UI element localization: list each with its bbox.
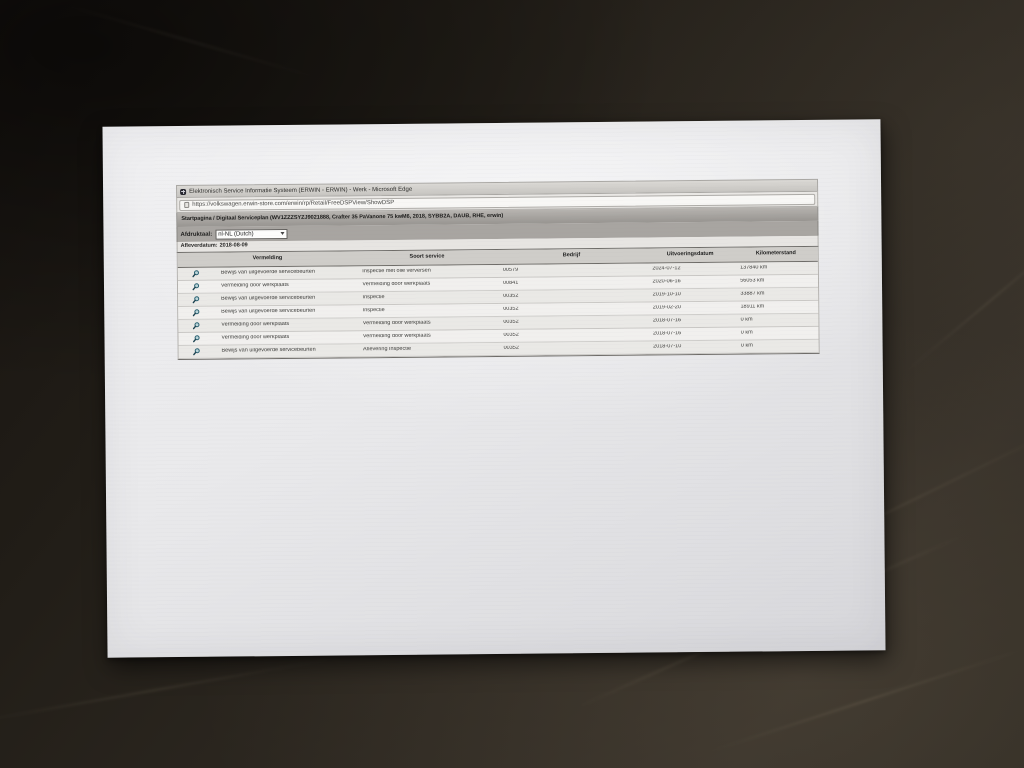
magnifier-icon[interactable] — [192, 296, 200, 304]
print-language-select[interactable]: nl-NL (Dutch) — [215, 228, 288, 240]
breadcrumb: Startpagina / Digitaal Serviceplan (WV1Z… — [176, 206, 819, 228]
cell-km: 0 km — [740, 317, 753, 323]
cell-km: 18911 km — [740, 304, 765, 310]
cell-km: 56053 km — [740, 278, 765, 284]
cell-soort: Inspectie — [362, 307, 385, 314]
cell-datum: 2018-07-16 — [652, 317, 682, 324]
cell-km: 137840 km — [740, 265, 768, 271]
print-language-label: Afdruktaal: — [180, 231, 213, 238]
magnifier-icon[interactable] — [192, 283, 200, 291]
cell-soort: Inspectie — [362, 294, 385, 301]
table-row[interactable]: Vermelding door werkplaats Vermelding do… — [178, 326, 819, 347]
print-language-value: nl-NL (Dutch) — [218, 230, 254, 238]
table-row[interactable]: Vermelding door werkplaats Vermelding do… — [178, 313, 819, 334]
cell-soort: Vermelding door werkplaats — [362, 281, 431, 288]
breadcrumb-text: Startpagina / Digitaal Serviceplan (WV1Z… — [181, 213, 504, 223]
cell-soort: Inspectie met olie verversen — [362, 268, 431, 275]
cell-km: 0 km — [740, 343, 753, 349]
cell-bedrijf: 00352 — [503, 332, 519, 339]
printed-paper-sheet: Elektronisch Service Informatie Systeem … — [102, 119, 886, 658]
magnifier-icon[interactable] — [192, 322, 200, 330]
table-scratch — [707, 649, 1023, 753]
magnifier-icon[interactable] — [193, 348, 201, 356]
cell-bedrijf: 00352 — [503, 306, 519, 313]
cell-vermelding: Vermelding door werkplaats — [221, 334, 290, 341]
print-language-row: Afdruktaal: nl-NL (Dutch) — [176, 220, 819, 243]
cell-datum: 2020-06-16 — [652, 278, 681, 285]
delivery-date-label: Afleverdatum: — [180, 242, 218, 250]
header-kilometerstand: Kilometerstand — [755, 250, 796, 257]
cell-datum: 2018-07-10 — [653, 343, 682, 350]
window-title: Elektronisch Service Informatie Systeem … — [189, 186, 413, 195]
table-header-row: Vermelding Soort service Bedrijf Uitvoer… — [177, 246, 818, 269]
magnifier-icon[interactable] — [192, 335, 200, 343]
cell-soort: Vermelding door werkplaats — [362, 333, 431, 340]
cell-bedrijf: 00352 — [503, 345, 519, 352]
url-text: https://volkswagen.erwin-store.com/erwin… — [192, 199, 395, 208]
cell-datum: 2019-02-20 — [652, 304, 681, 311]
table-row[interactable]: Bewijs van uitgevoerde servicebeurten Af… — [178, 339, 819, 360]
cell-datum: 2024-07-12 — [652, 265, 681, 272]
cell-vermelding: Bewijs van uitgevoerde servicebeurten — [221, 308, 316, 315]
table-row[interactable]: Bewijs van uitgevoerde servicebeurten In… — [177, 261, 818, 282]
delivery-date-row: Afleverdatum: 2018-08-09 — [176, 235, 819, 253]
delivery-date-value: 2018-08-09 — [219, 242, 248, 249]
table-row[interactable]: Bewijs van uitgevoerde servicebeurten In… — [178, 300, 819, 321]
erwin-app-icon — [180, 188, 187, 195]
browser-title-bar: Elektronisch Service Informatie Systeem … — [176, 178, 819, 199]
cell-datum: 2019-10-10 — [652, 291, 681, 298]
cell-vermelding: Bewijs van uitgevoerde servicebeurten — [221, 347, 316, 354]
magnifier-icon[interactable] — [192, 270, 200, 278]
url-input[interactable]: https://volkswagen.erwin-store.com/erwin… — [179, 193, 816, 211]
table-row[interactable]: Vermelding door werkplaats Vermelding do… — [177, 274, 819, 295]
cell-vermelding: Vermelding door werkplaats — [220, 282, 289, 289]
cell-vermelding: Bewijs van uitgevoerde servicebeurten — [220, 295, 316, 302]
cell-bedrijf: 00352 — [503, 319, 519, 326]
header-soort-service: Soort service — [409, 253, 445, 261]
cell-bedrijf: 00841 — [502, 280, 519, 287]
header-uitvoeringsdatum: Uitvoeringsdatum — [666, 251, 714, 258]
cell-datum: 2018-07-16 — [652, 330, 682, 337]
header-bedrijf: Bedrijf — [562, 252, 581, 259]
page-icon — [184, 201, 190, 208]
printed-browser-screenshot: Elektronisch Service Informatie Systeem … — [176, 178, 820, 361]
table-scratch — [64, 4, 316, 78]
table-scratch — [905, 229, 1024, 373]
table-scratch — [0, 657, 338, 725]
cell-soort: Aflevering Inspectie — [363, 346, 412, 353]
cell-vermelding: Bewijs van uitgevoerde servicebeurten — [220, 269, 315, 276]
cell-bedrijf: 00579 — [502, 267, 519, 274]
table-row[interactable]: Bewijs van uitgevoerde servicebeurten In… — [178, 287, 819, 308]
header-vermelding: Vermelding — [252, 255, 283, 262]
cell-km: 33887 km — [740, 291, 765, 297]
cell-soort: Vermelding door werkplaats — [362, 320, 431, 327]
magnifier-icon[interactable] — [192, 309, 200, 317]
cell-vermelding: Vermelding door werkplaats — [221, 321, 290, 328]
service-history-table: Vermelding Soort service Bedrijf Uitvoer… — [176, 245, 820, 361]
browser-address-bar: https://volkswagen.erwin-store.com/erwin… — [176, 191, 819, 214]
cell-km: 0 km — [740, 330, 753, 336]
chevron-down-icon — [280, 232, 285, 236]
cell-bedrijf: 00352 — [503, 293, 519, 300]
